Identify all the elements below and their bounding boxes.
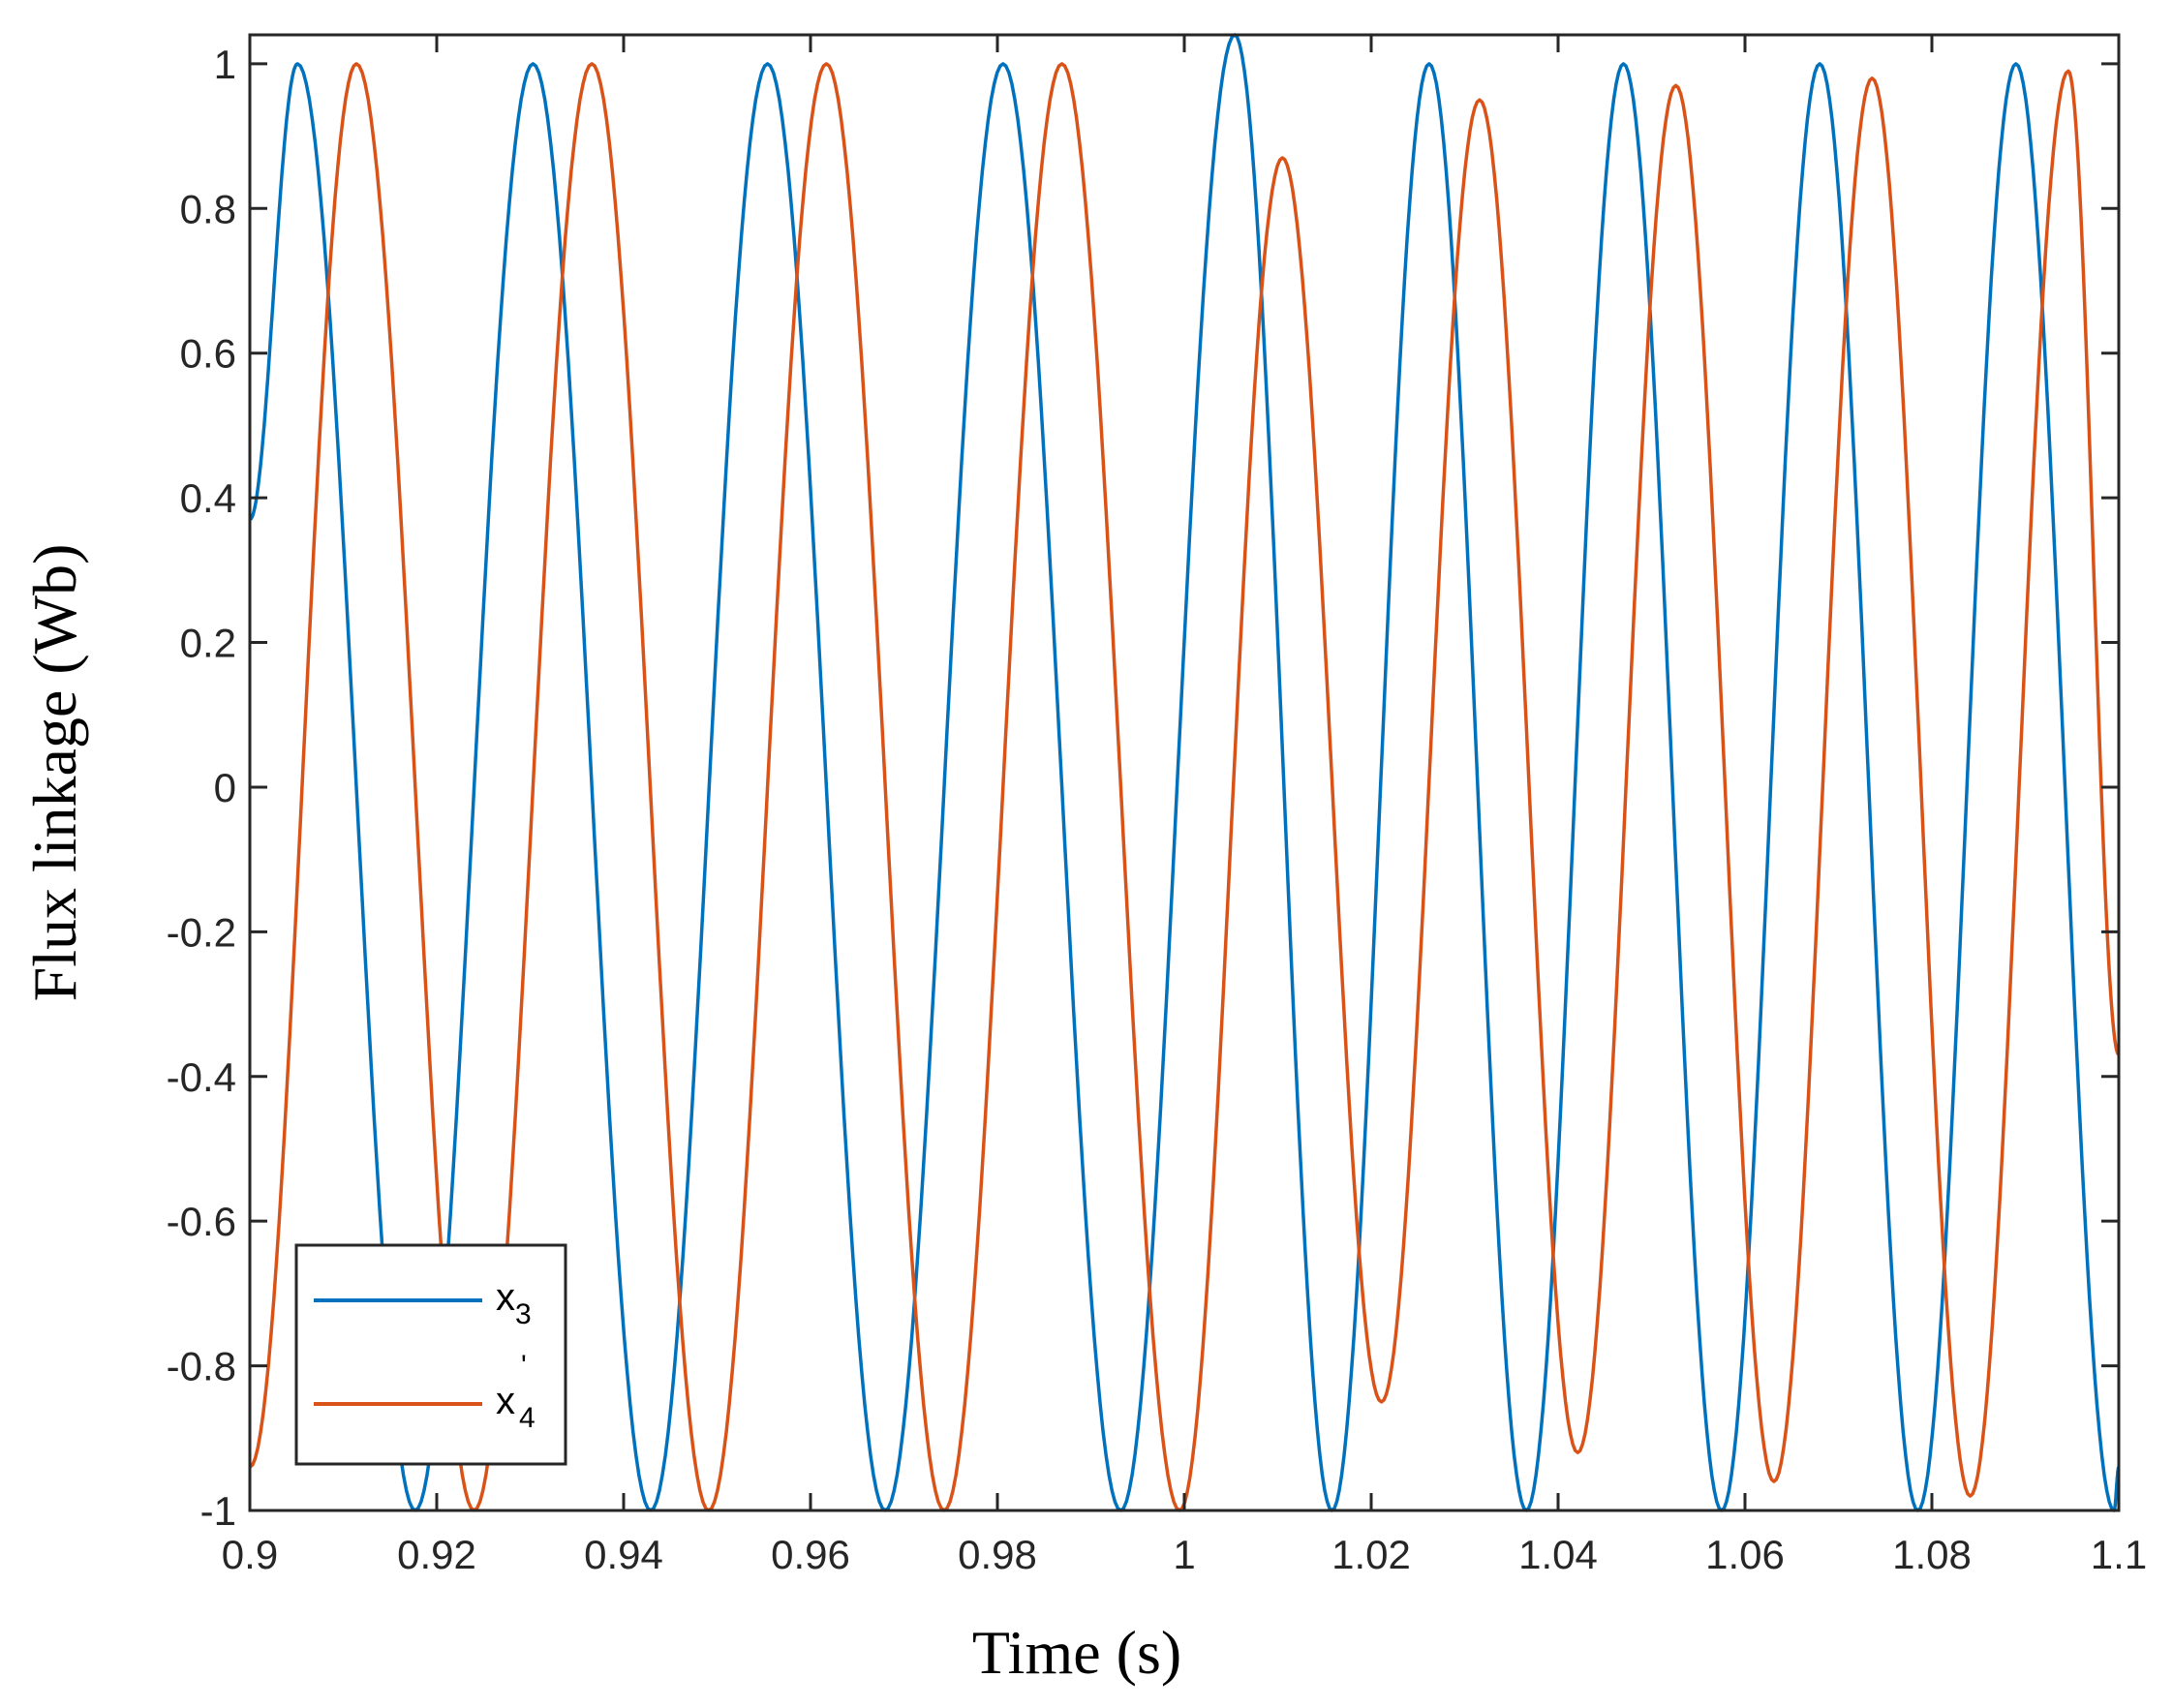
legend-label-x3-base: x [496,1276,515,1319]
x-tick-label: 1.08 [1892,1532,1972,1577]
x-tick-label: 1.1 [2091,1532,2147,1577]
x-tick-label: 1.02 [1331,1532,1411,1577]
legend-label-x3: x3 [496,1276,532,1330]
x-axis-title: Time (s) [972,1618,1181,1687]
series-layer [248,33,2121,1512]
x-tick-label: 0.92 [397,1532,476,1577]
y-tick-label: 0.6 [180,331,236,377]
legend-label-x4-sub: 4 [519,1402,536,1434]
x-tick-label: 1 [1173,1532,1195,1577]
legend-label-x4-sup: ' [521,1350,527,1382]
y-tick-label: 0.4 [180,475,236,521]
y-tick-label: -0.8 [167,1344,236,1389]
y-tick-label: -0.2 [167,909,236,955]
ticks-layer [248,35,2121,1512]
legend-label-x3-sub: 3 [515,1298,532,1330]
y-tick-label: -1 [200,1488,236,1534]
legend-box [294,1243,567,1466]
y-tick-labels: -1 -0.8 -0.6 -0.4 -0.2 0 0.2 0.4 0.6 0.8 1 [167,42,236,1534]
y-tick-label: -0.4 [167,1054,236,1100]
x-tick-label: 0.94 [584,1532,663,1577]
x-tick-labels: 0.9 0.92 0.94 0.96 0.98 1 1.02 1.04 1.06 1.08 1.1 [222,1532,2147,1577]
x-tick-label: 0.98 [958,1532,1037,1577]
x-tick-label: 1.04 [1518,1532,1598,1577]
y-tick-label: 1 [214,42,236,87]
y-tick-label: -0.6 [167,1199,236,1244]
legend-label-x4: x' 4 [496,1350,536,1434]
x-tick-label: 0.96 [771,1532,850,1577]
series-line-x4 [248,62,2121,1512]
legend-label-x4-base: x [496,1380,515,1422]
x-tick-label: 1.06 [1705,1532,1785,1577]
x-tick-label: 0.9 [222,1532,278,1577]
y-tick-label: 0 [214,765,236,810]
y-axis-title: Flux linkage (Wb) [20,544,89,1002]
y-tick-label: 0.2 [180,621,236,666]
y-tick-label: 0.8 [180,186,236,231]
legend: x3 x' 4 [294,1243,567,1466]
series-line-x3 [249,33,2121,1512]
